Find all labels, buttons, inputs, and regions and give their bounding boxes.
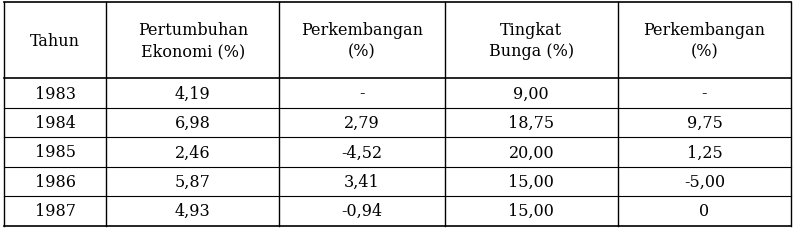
Text: 15,00: 15,00 [508, 202, 554, 219]
Text: -4,52: -4,52 [342, 144, 382, 161]
Text: Tahun: Tahun [30, 33, 80, 50]
Text: 0: 0 [700, 202, 709, 219]
Text: 5,87: 5,87 [175, 173, 211, 190]
Text: -0,94: -0,94 [342, 202, 382, 219]
Text: 6,98: 6,98 [175, 114, 211, 131]
Text: 20,00: 20,00 [509, 144, 554, 161]
Text: 9,00: 9,00 [514, 85, 549, 102]
Text: Perkembangan
(%): Perkembangan (%) [301, 22, 423, 60]
Text: 2,46: 2,46 [175, 144, 211, 161]
Text: 1983: 1983 [35, 85, 76, 102]
Text: 2,79: 2,79 [344, 114, 380, 131]
Text: 1986: 1986 [35, 173, 76, 190]
Text: Tingkat
Bunga (%): Tingkat Bunga (%) [489, 22, 574, 60]
Text: -5,00: -5,00 [684, 173, 725, 190]
Text: 1985: 1985 [35, 144, 76, 161]
Text: -: - [702, 85, 708, 102]
Text: 1984: 1984 [35, 114, 76, 131]
Text: 9,75: 9,75 [687, 114, 723, 131]
Text: 15,00: 15,00 [508, 173, 554, 190]
Text: 18,75: 18,75 [508, 114, 554, 131]
Text: 1987: 1987 [35, 202, 76, 219]
Text: 1,25: 1,25 [687, 144, 723, 161]
Text: Pertumbuhan
Ekonomi (%): Pertumbuhan Ekonomi (%) [138, 22, 248, 60]
Text: Perkembangan
(%): Perkembangan (%) [643, 22, 766, 60]
Text: 3,41: 3,41 [344, 173, 380, 190]
Text: 4,19: 4,19 [175, 85, 211, 102]
Text: 4,93: 4,93 [175, 202, 211, 219]
Text: -: - [359, 85, 365, 102]
